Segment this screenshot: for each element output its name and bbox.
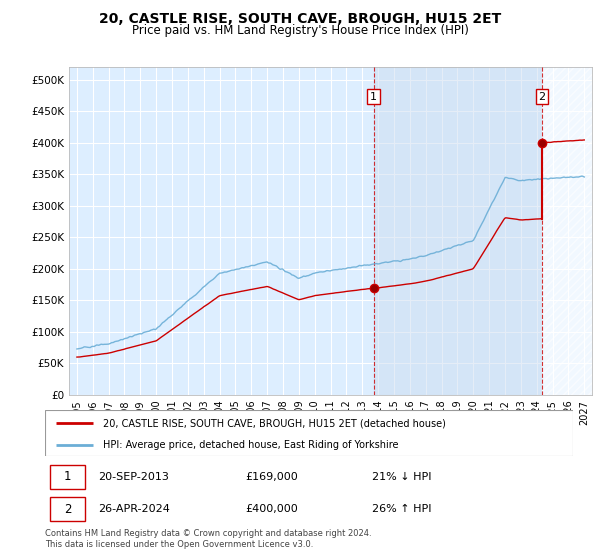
Text: 20, CASTLE RISE, SOUTH CAVE, BROUGH, HU15 2ET (detached house): 20, CASTLE RISE, SOUTH CAVE, BROUGH, HU1… (103, 418, 446, 428)
Text: £400,000: £400,000 (245, 504, 298, 514)
Text: 2: 2 (538, 92, 545, 102)
Text: £169,000: £169,000 (245, 472, 298, 482)
Text: 1: 1 (370, 92, 377, 102)
Text: HPI: Average price, detached house, East Riding of Yorkshire: HPI: Average price, detached house, East… (103, 440, 398, 450)
Bar (50, 497, 85, 521)
FancyBboxPatch shape (45, 410, 573, 456)
Text: Contains HM Land Registry data © Crown copyright and database right 2024.
This d: Contains HM Land Registry data © Crown c… (45, 529, 371, 549)
Text: 20-SEP-2013: 20-SEP-2013 (98, 472, 169, 482)
Text: 26-APR-2024: 26-APR-2024 (98, 504, 170, 514)
Text: 2: 2 (64, 503, 71, 516)
Text: 21% ↓ HPI: 21% ↓ HPI (373, 472, 432, 482)
Text: 26% ↑ HPI: 26% ↑ HPI (373, 504, 432, 514)
Bar (50, 465, 85, 489)
Text: 20, CASTLE RISE, SOUTH CAVE, BROUGH, HU15 2ET: 20, CASTLE RISE, SOUTH CAVE, BROUGH, HU1… (99, 12, 501, 26)
Bar (374, 67, 542, 395)
Text: 1: 1 (64, 470, 71, 483)
Text: Price paid vs. HM Land Registry's House Price Index (HPI): Price paid vs. HM Land Registry's House … (131, 24, 469, 36)
Bar (542, 67, 592, 395)
